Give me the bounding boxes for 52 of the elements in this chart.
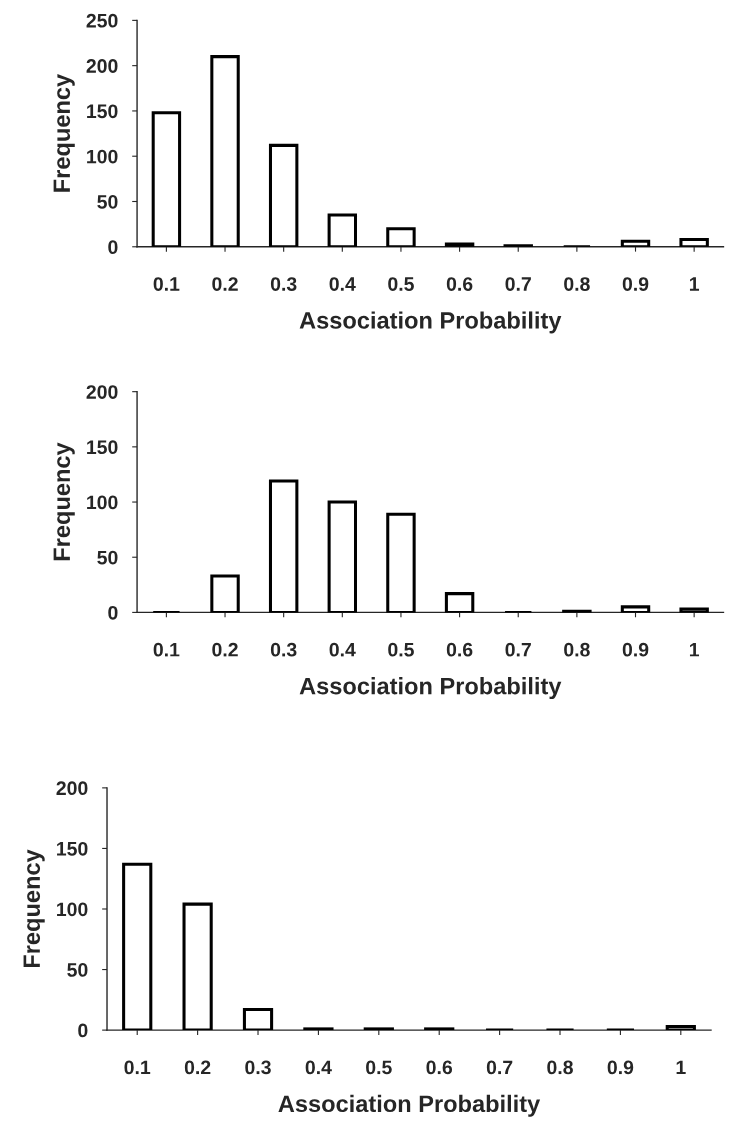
x-tick-label: 1: [689, 642, 700, 657]
x-tick-label: 0.5: [388, 642, 414, 657]
x-tick-label: 0.4: [305, 1060, 332, 1075]
x-tick-label: 0.4: [329, 277, 356, 291]
y-tick-label: 0: [108, 605, 118, 620]
x-tick-label: 0.6: [446, 642, 473, 657]
y-tick-label: 150: [87, 104, 118, 119]
x-tick-label: 0.6: [426, 1060, 453, 1075]
y-axis-title: Frequency: [53, 74, 75, 192]
x-tick-label: 0.9: [622, 277, 649, 291]
y-tick-label: 0: [78, 1023, 88, 1038]
x-axis-title: Association Probability: [278, 1094, 541, 1117]
y-tick-label: 50: [97, 194, 118, 209]
x-tick-label: 0.5: [366, 1060, 392, 1075]
x-tick-label: 0.8: [547, 1060, 573, 1075]
y-axis-title: Frequency: [23, 849, 45, 968]
x-tick-label: 0.3: [270, 642, 297, 657]
x-tick-label: 0.1: [153, 277, 180, 291]
y-tick-label: 200: [56, 781, 88, 796]
x-tick-label: 0.2: [212, 642, 238, 657]
y-tick-label: 100: [87, 149, 118, 164]
x-tick-label: 0.4: [329, 642, 356, 657]
y-tick-label: 50: [67, 963, 88, 977]
y-tick-label: 0: [108, 240, 118, 255]
x-axis-title: Association Probability: [299, 677, 562, 700]
y-tick-label: 150: [87, 440, 118, 455]
y-tick-label: 200: [86, 385, 118, 399]
x-tick-label: 1: [676, 1060, 686, 1075]
y-tick-label: 250: [86, 13, 118, 28]
x-tick-label: 0.8: [564, 277, 590, 291]
y-tick-label: 100: [87, 495, 118, 510]
y-axis-title: Frequency: [53, 442, 75, 561]
x-tick-label: 0.1: [124, 1060, 151, 1075]
x-tick-label: 0.7: [505, 277, 531, 291]
x-tick-label: 0.1: [153, 642, 180, 657]
y-tick-label: 50: [97, 550, 118, 565]
x-tick-label: 0.5: [388, 277, 414, 291]
x-tick-label: 0.6: [446, 277, 473, 291]
x-tick-label: 0.2: [184, 1060, 211, 1075]
y-tick-label: 100: [57, 902, 88, 917]
y-tick-label: 200: [86, 59, 118, 73]
x-tick-label: 0.2: [212, 277, 238, 291]
x-tick-label: 0.7: [486, 1060, 513, 1075]
x-tick-label: 0.9: [622, 642, 649, 657]
x-tick-label: 0.7: [505, 642, 531, 657]
x-tick-label: 0.8: [564, 642, 590, 657]
x-tick-label: 0.3: [270, 277, 297, 291]
x-tick-label: 0.3: [245, 1060, 271, 1075]
y-tick-label: 150: [57, 841, 88, 856]
x-tick-label: 0.9: [607, 1060, 634, 1075]
x-axis-title: Association Probability: [299, 311, 562, 334]
x-tick-label: 1: [689, 277, 700, 291]
